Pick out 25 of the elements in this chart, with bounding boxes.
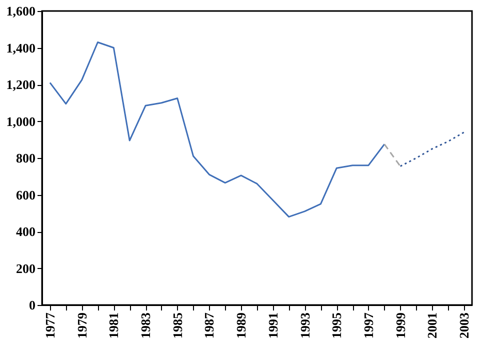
y-tick-label: 800	[16, 150, 36, 166]
y-tick-label: 400	[16, 224, 36, 239]
y-tick-label: 1,400	[6, 40, 36, 56]
x-tick-label: 1993	[297, 312, 312, 338]
line-series	[49, 41, 386, 218]
y-tick-label: 1,000	[6, 114, 36, 129]
x-tick-label: 2003	[456, 312, 472, 338]
x-tick-label: 1987	[202, 312, 217, 338]
x-tick-label: 1979	[74, 312, 90, 338]
x-tick-label: 1985	[170, 312, 185, 338]
x-tick-label: 2001	[424, 312, 440, 338]
x-tick-label: 1999	[392, 312, 408, 338]
x-tick-label: 1997	[360, 312, 376, 338]
line-series	[400, 132, 465, 168]
y-tick-label: 600	[16, 187, 36, 202]
y-tick-label: 1,600	[6, 4, 36, 18]
y-tick-label: 1,200	[6, 77, 36, 92]
x-tick-label: 1981	[106, 312, 122, 338]
x-tick-label: 1983	[138, 312, 154, 338]
y-tick-label: 200	[16, 260, 36, 276]
y-tick-label: 0	[29, 298, 36, 312]
x-tick-label: 1995	[329, 312, 344, 338]
x-tick-label: 1977	[42, 312, 58, 338]
x-tick-label: 1991	[265, 312, 280, 338]
x-tick-label: 1989	[234, 312, 249, 338]
